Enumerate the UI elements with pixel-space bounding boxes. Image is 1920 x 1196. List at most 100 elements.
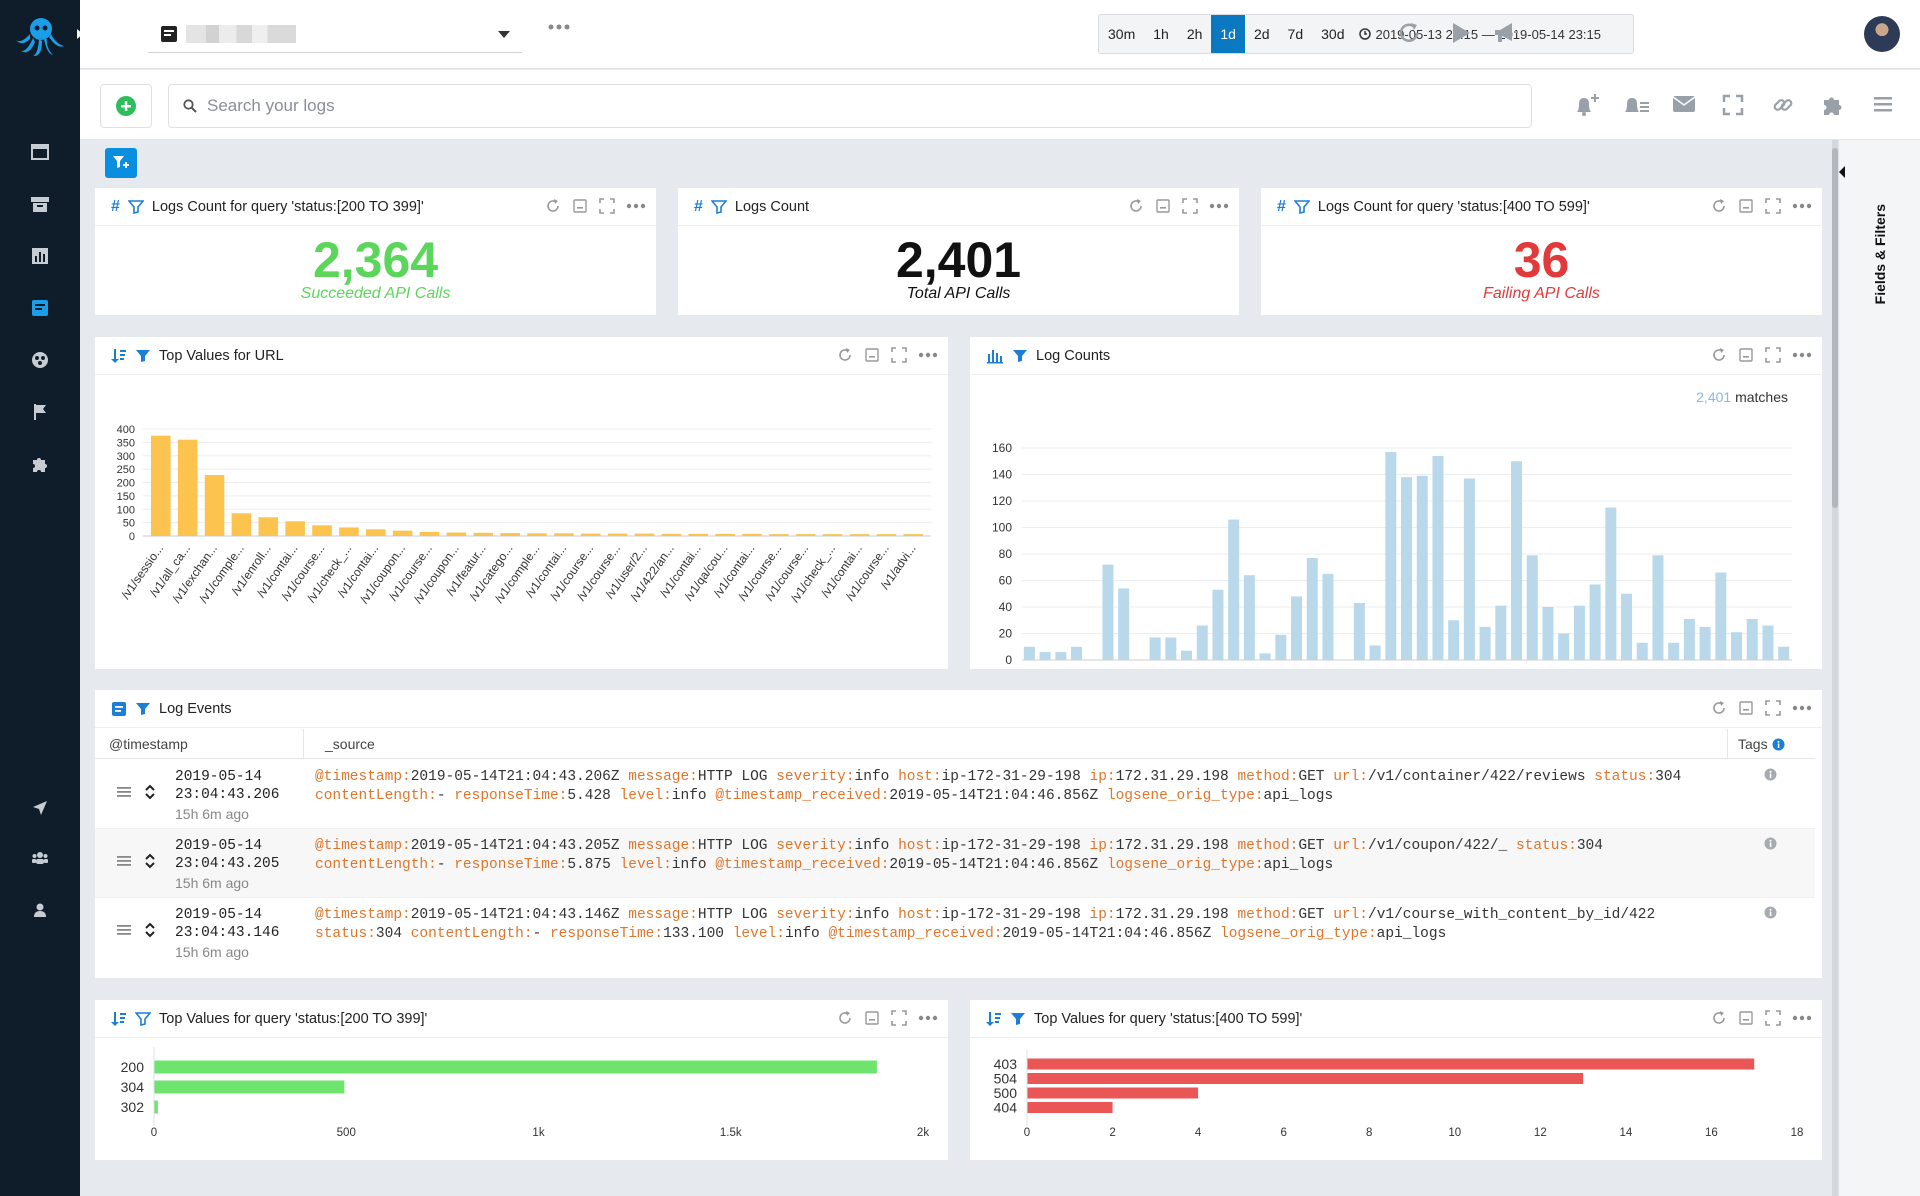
field-key[interactable]: method:	[1237, 769, 1299, 785]
refresh-icon[interactable]	[837, 1010, 853, 1026]
add-alert-icon[interactable]	[1572, 94, 1600, 118]
fields-filters-label[interactable]: Fields & Filters	[1872, 204, 1888, 305]
range-1d-button[interactable]: 1d	[1211, 15, 1245, 53]
row-menu-icon[interactable]	[117, 855, 131, 867]
play-icon[interactable]	[1450, 20, 1472, 46]
field-value[interactable]: 304	[1655, 769, 1682, 785]
field-key[interactable]: method:	[1237, 838, 1299, 854]
fields-filters-panel[interactable]	[1838, 140, 1920, 1196]
expand-icon[interactable]	[599, 198, 615, 214]
row-menu-icon[interactable]	[117, 786, 131, 798]
minimize-icon[interactable]	[1738, 198, 1754, 214]
field-value[interactable]: /v1/container/422/reviews	[1368, 769, 1586, 785]
octopus-logo-icon[interactable]	[13, 14, 67, 58]
tag-info-icon[interactable]	[1764, 906, 1777, 919]
field-key[interactable]: logsene_orig_type:	[1220, 926, 1377, 942]
more-icon[interactable]	[918, 352, 938, 358]
more-options-icon[interactable]	[548, 24, 570, 30]
expand-icon[interactable]	[1765, 347, 1781, 363]
field-value[interactable]: GET	[1298, 769, 1325, 785]
field-key[interactable]: message:	[628, 907, 698, 923]
field-value[interactable]: info	[854, 907, 890, 923]
field-key[interactable]: contentLength:	[315, 857, 437, 873]
tag-info-icon[interactable]	[1764, 768, 1777, 781]
refresh-icon[interactable]	[1711, 700, 1727, 716]
expand-icon[interactable]	[891, 1010, 907, 1026]
range-1h-button[interactable]: 1h	[1153, 26, 1169, 42]
field-value[interactable]: 304	[375, 926, 403, 942]
field-value[interactable]: -	[436, 788, 446, 804]
integrations-icon[interactable]	[1822, 94, 1844, 116]
user-avatar[interactable]	[1864, 16, 1900, 52]
field-value[interactable]: api_logs	[1263, 857, 1334, 873]
field-key[interactable]: logsene_orig_type:	[1106, 857, 1264, 873]
calendar-icon[interactable]	[28, 140, 52, 164]
field-key[interactable]: @timestamp_received:	[715, 788, 890, 804]
minimize-icon[interactable]	[1155, 198, 1171, 214]
expand-icon[interactable]	[1765, 700, 1781, 716]
field-value[interactable]: 2019-05-14T21:04:46.856Z	[889, 788, 1099, 804]
expand-row-icon[interactable]	[145, 784, 155, 800]
field-key[interactable]: status:	[1594, 769, 1656, 785]
field-value[interactable]: HTTP LOG	[697, 769, 768, 785]
more-icon[interactable]	[1209, 203, 1229, 209]
field-value[interactable]: info	[671, 788, 707, 804]
field-key[interactable]: logsene_orig_type:	[1106, 788, 1264, 804]
flag-icon[interactable]	[28, 400, 52, 424]
add-panel-button[interactable]	[100, 84, 152, 128]
menu-icon[interactable]	[1872, 94, 1894, 114]
field-value[interactable]: /v1/coupon/422/_	[1368, 838, 1508, 854]
more-icon[interactable]	[1792, 352, 1812, 358]
more-icon[interactable]	[1792, 705, 1812, 711]
alerts-list-icon[interactable]	[1622, 94, 1650, 118]
field-key[interactable]: responseTime:	[549, 926, 664, 942]
field-value[interactable]: 172.31.29.198	[1115, 838, 1229, 854]
field-key[interactable]: message:	[628, 769, 698, 785]
field-key[interactable]: @timestamp:	[315, 907, 411, 923]
field-key[interactable]: responseTime:	[454, 788, 568, 804]
refresh-icon[interactable]	[1128, 198, 1144, 214]
refresh-icon[interactable]	[1711, 198, 1727, 214]
field-key[interactable]: host:	[898, 907, 942, 923]
field-key[interactable]: host:	[898, 838, 942, 854]
custom-time-range[interactable]: 2019-05-13 23:15 — 2019-05-14 23:15	[1353, 27, 1601, 42]
minimize-icon[interactable]	[572, 198, 588, 214]
bar-chart-icon[interactable]	[28, 244, 52, 268]
field-key[interactable]: severity:	[776, 907, 855, 923]
log-event-row[interactable]: 2019-05-14 23:04:43.146 15h 6m ago @timesta…	[95, 898, 1815, 961]
send-icon[interactable]	[28, 796, 52, 820]
row-menu-icon[interactable]	[117, 924, 131, 936]
field-value[interactable]: 172.31.29.198	[1115, 769, 1229, 785]
log-event-row[interactable]: 2019-05-14 23:04:43.206 15h 6m ago @timesta…	[95, 760, 1815, 829]
field-value[interactable]: 5.875	[567, 857, 611, 873]
expand-icon[interactable]	[1182, 198, 1198, 214]
search-input[interactable]	[207, 96, 1507, 116]
field-key[interactable]: level:	[732, 926, 785, 942]
field-key[interactable]: ip:	[1089, 838, 1116, 854]
more-icon[interactable]	[918, 1015, 938, 1021]
field-key[interactable]: @timestamp_received:	[828, 926, 1003, 942]
field-key[interactable]: level:	[619, 857, 672, 873]
field-key[interactable]: url:	[1333, 769, 1368, 785]
field-key[interactable]: severity:	[776, 769, 855, 785]
field-value[interactable]: 304	[1576, 838, 1603, 854]
field-value[interactable]: -	[532, 926, 542, 942]
app-selector[interactable]	[148, 17, 522, 53]
field-value[interactable]: 2019-05-14T21:04:46.856Z	[1002, 926, 1212, 942]
email-icon[interactable]	[1672, 94, 1696, 114]
refresh-icon[interactable]	[1711, 1010, 1727, 1026]
column-header-timestamp[interactable]: @timestamp	[109, 729, 304, 759]
field-value[interactable]: HTTP LOG	[697, 838, 768, 854]
column-header-source[interactable]: _source	[325, 736, 375, 752]
more-icon[interactable]	[1792, 1015, 1812, 1021]
field-value[interactable]: 2019-05-14T21:04:43.206Z	[410, 769, 620, 785]
field-value[interactable]: info	[784, 926, 820, 942]
range-2h-button[interactable]: 2h	[1186, 26, 1203, 42]
field-value[interactable]: info	[854, 838, 890, 854]
field-key[interactable]: @timestamp:	[315, 838, 411, 854]
expand-icon[interactable]	[1765, 198, 1781, 214]
archive-icon[interactable]	[28, 192, 52, 216]
field-value[interactable]: 133.100	[663, 926, 725, 942]
field-key[interactable]: responseTime:	[454, 857, 568, 873]
expand-row-icon[interactable]	[145, 853, 155, 869]
